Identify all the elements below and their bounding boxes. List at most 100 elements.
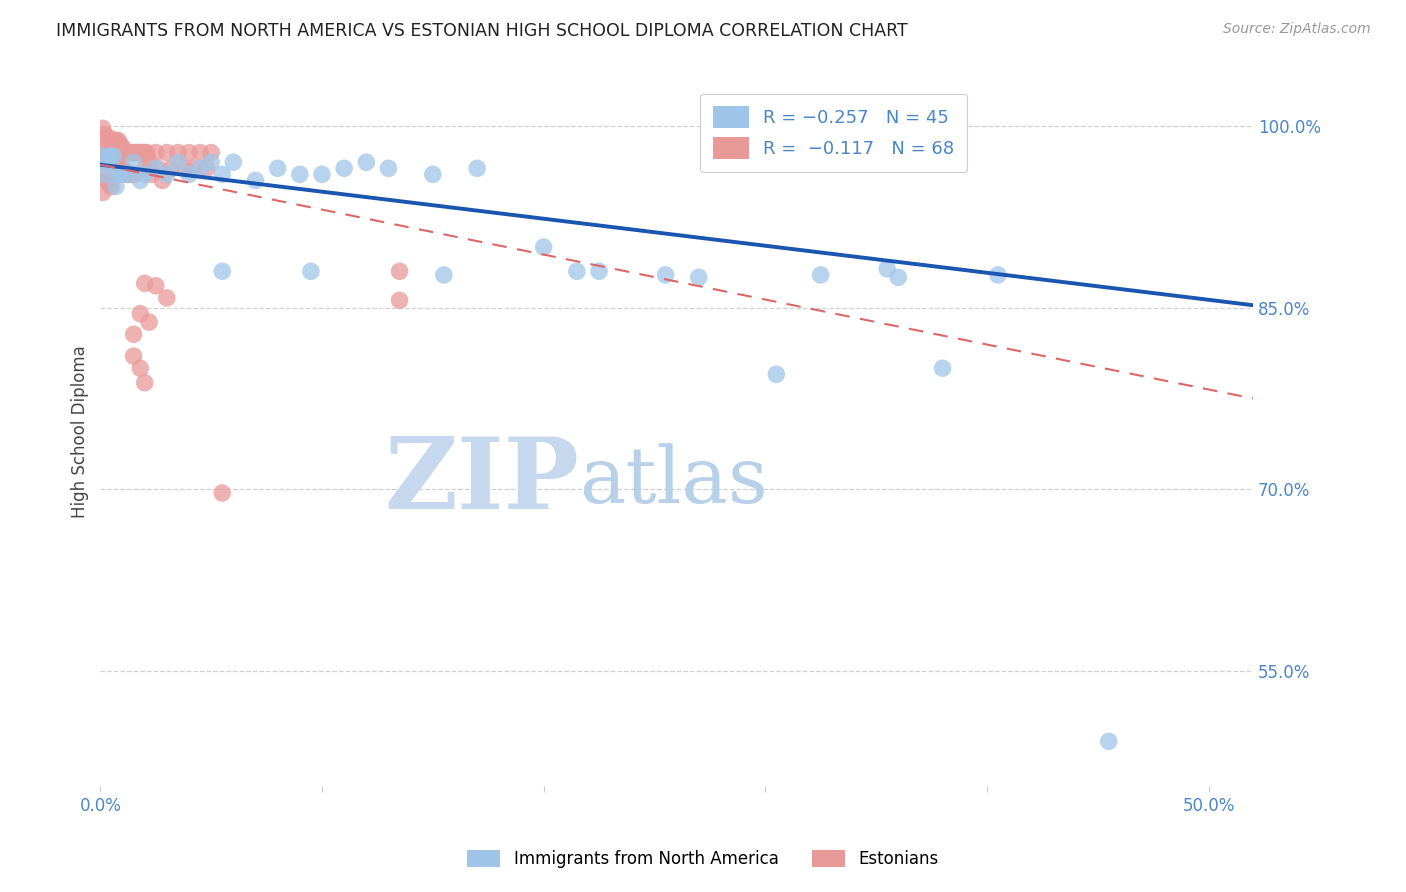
Point bbox=[129, 145, 152, 160]
Point bbox=[94, 128, 117, 142]
Point bbox=[266, 161, 288, 176]
Point bbox=[107, 158, 129, 172]
Point bbox=[122, 145, 145, 160]
Point bbox=[388, 293, 411, 308]
Point bbox=[98, 153, 121, 167]
Point bbox=[111, 161, 134, 176]
Point bbox=[103, 155, 125, 169]
Point bbox=[104, 179, 127, 194]
Point bbox=[122, 349, 145, 363]
Point bbox=[98, 131, 121, 145]
Point bbox=[122, 327, 145, 342]
Point bbox=[177, 167, 200, 181]
Point bbox=[91, 121, 114, 136]
Point bbox=[311, 167, 333, 181]
Point bbox=[465, 161, 488, 176]
Point bbox=[114, 165, 136, 179]
Point bbox=[145, 145, 167, 160]
Point bbox=[104, 133, 127, 147]
Point bbox=[211, 264, 233, 278]
Point bbox=[100, 179, 122, 194]
Point bbox=[134, 161, 156, 176]
Point bbox=[141, 167, 163, 181]
Point bbox=[288, 167, 311, 181]
Point bbox=[100, 155, 122, 169]
Point bbox=[115, 167, 138, 181]
Point bbox=[100, 133, 122, 147]
Point bbox=[146, 161, 169, 176]
Point bbox=[173, 161, 195, 176]
Text: Source: ZipAtlas.com: Source: ZipAtlas.com bbox=[1223, 22, 1371, 37]
Point bbox=[211, 486, 233, 500]
Point bbox=[94, 167, 117, 181]
Point bbox=[118, 167, 141, 181]
Point bbox=[167, 155, 190, 169]
Point bbox=[810, 268, 832, 282]
Point bbox=[91, 186, 114, 200]
Point bbox=[299, 264, 322, 278]
Point bbox=[188, 145, 211, 160]
Point bbox=[125, 145, 148, 160]
Legend: Immigrants from North America, Estonians: Immigrants from North America, Estonians bbox=[460, 843, 946, 875]
Point bbox=[96, 131, 118, 145]
Point bbox=[129, 361, 152, 376]
Point bbox=[422, 167, 444, 181]
Point bbox=[110, 158, 132, 172]
Point bbox=[588, 264, 610, 278]
Point bbox=[188, 161, 211, 176]
Point bbox=[118, 145, 141, 160]
Point bbox=[110, 137, 132, 152]
Point bbox=[114, 145, 136, 160]
Point bbox=[98, 149, 121, 163]
Point bbox=[91, 149, 114, 163]
Point bbox=[122, 167, 145, 181]
Point bbox=[103, 133, 125, 147]
Point bbox=[388, 264, 411, 278]
Point bbox=[987, 268, 1010, 282]
Point bbox=[111, 167, 134, 181]
Point bbox=[98, 177, 121, 191]
Point bbox=[333, 161, 356, 176]
Point bbox=[145, 161, 167, 176]
Point bbox=[138, 315, 160, 329]
Point bbox=[91, 153, 114, 167]
Y-axis label: High School Diploma: High School Diploma bbox=[72, 345, 89, 518]
Point bbox=[245, 173, 267, 187]
Point bbox=[129, 173, 152, 187]
Point bbox=[107, 133, 129, 147]
Point bbox=[377, 161, 399, 176]
Point bbox=[160, 161, 183, 176]
Point bbox=[134, 145, 156, 160]
Point bbox=[134, 167, 156, 181]
Point bbox=[94, 145, 117, 160]
Point bbox=[765, 368, 787, 382]
Point bbox=[103, 149, 125, 163]
Point bbox=[138, 155, 160, 169]
Point bbox=[356, 155, 378, 169]
Point bbox=[96, 155, 118, 169]
Point bbox=[183, 161, 205, 176]
Point bbox=[200, 145, 222, 160]
Point bbox=[931, 361, 953, 376]
Point bbox=[156, 145, 179, 160]
Point bbox=[134, 376, 156, 390]
Point bbox=[195, 161, 218, 176]
Point bbox=[145, 278, 167, 293]
Point bbox=[115, 145, 138, 160]
Point bbox=[565, 264, 588, 278]
Point bbox=[91, 133, 114, 147]
Point bbox=[94, 167, 117, 181]
Point bbox=[876, 261, 898, 276]
Point bbox=[156, 167, 179, 181]
Point bbox=[887, 270, 910, 285]
Text: IMMIGRANTS FROM NORTH AMERICA VS ESTONIAN HIGH SCHOOL DIPLOMA CORRELATION CHART: IMMIGRANTS FROM NORTH AMERICA VS ESTONIA… bbox=[56, 22, 908, 40]
Point bbox=[115, 167, 138, 181]
Point bbox=[131, 145, 153, 160]
Point bbox=[211, 167, 233, 181]
Point bbox=[177, 145, 200, 160]
Point bbox=[533, 240, 555, 254]
Point bbox=[654, 268, 676, 282]
Point bbox=[96, 149, 118, 163]
Point bbox=[688, 270, 710, 285]
Point bbox=[107, 167, 129, 181]
